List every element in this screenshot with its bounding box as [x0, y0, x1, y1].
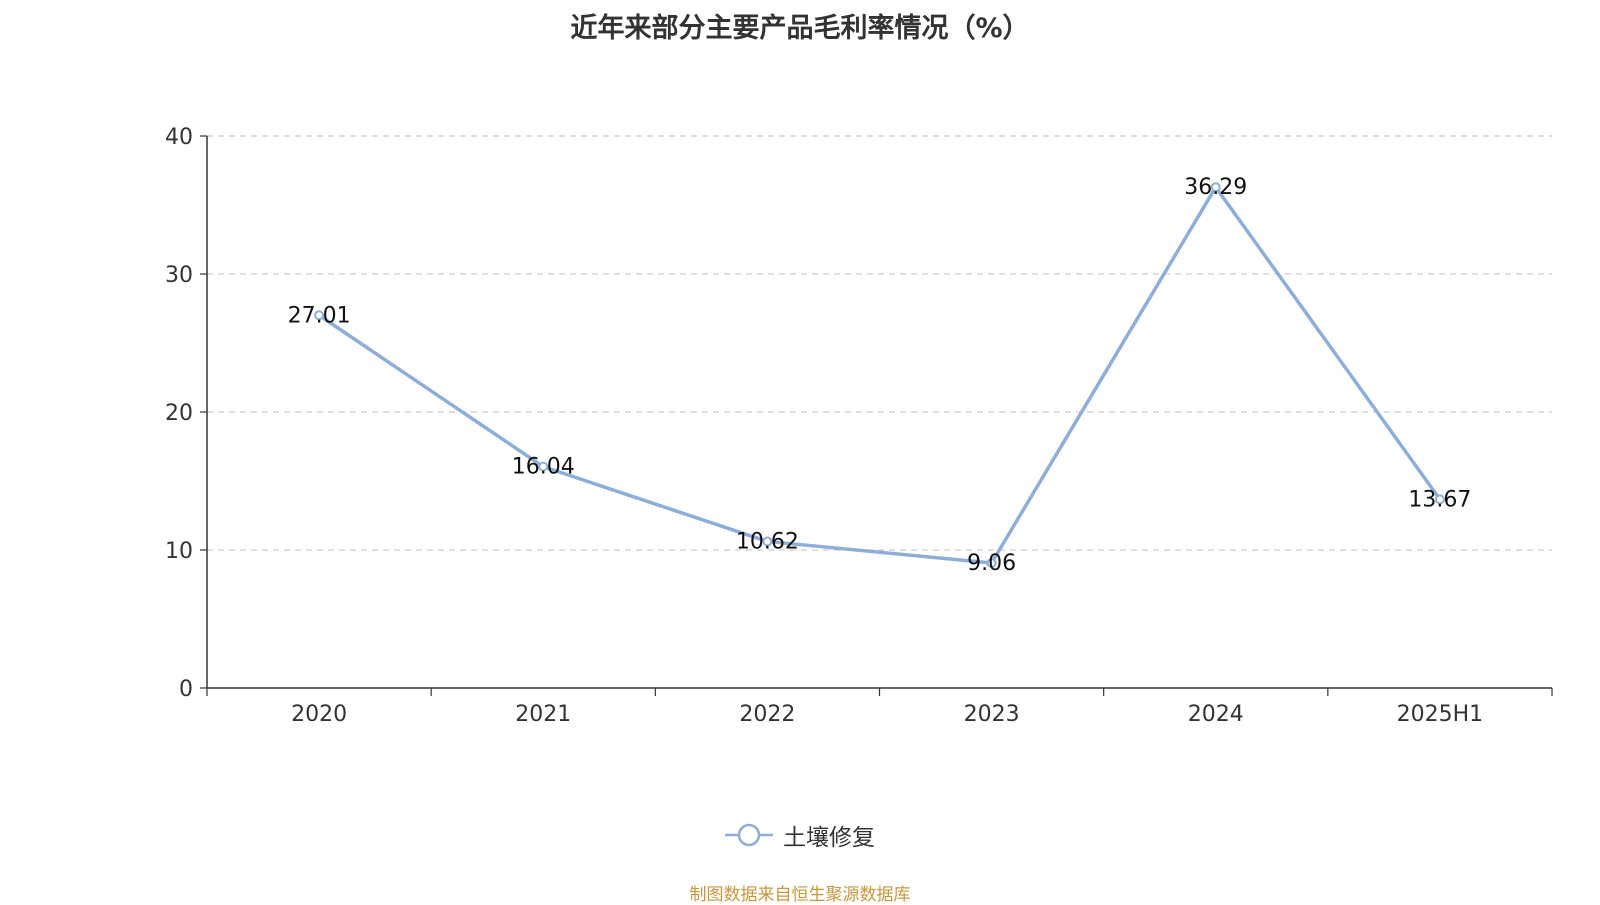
- y-tick-label: 30: [165, 263, 193, 288]
- data-point: [762, 536, 773, 547]
- series-line: [318, 185, 1442, 565]
- data-point: [1210, 182, 1221, 193]
- y-tick-label: 10: [165, 539, 193, 564]
- data-point: [986, 557, 997, 568]
- data-label: 10.62: [736, 529, 799, 554]
- x-tick-label: 2025H1: [1397, 702, 1484, 727]
- data-label: 13.67: [1408, 487, 1471, 512]
- data-label: 27.01: [288, 303, 351, 328]
- data-label: 9.06: [967, 551, 1016, 576]
- data-point: [1434, 494, 1445, 505]
- y-tick-label: 0: [179, 677, 193, 702]
- legend-label: 土壤修复: [783, 825, 875, 851]
- x-tick-label: 2020: [291, 702, 347, 727]
- legend[interactable]: 土壤修复: [0, 818, 1600, 852]
- x-tick-label: 2024: [1188, 702, 1244, 727]
- data-point: [538, 461, 549, 472]
- x-tick-label: 2021: [515, 702, 571, 727]
- chart-title: 近年来部分主要产品毛利率情况（%）: [570, 13, 1030, 44]
- y-tick-label: 20: [165, 401, 193, 426]
- data-point: [314, 310, 325, 321]
- y-tick-label: 40: [165, 125, 193, 150]
- x-tick-label: 2023: [964, 702, 1020, 727]
- data-label: 36.29: [1184, 175, 1247, 200]
- legend-line-circle-icon: [725, 823, 773, 847]
- x-tick-label: 2022: [739, 702, 795, 727]
- data-label: 16.04: [512, 455, 575, 480]
- source-note: 制图数据来自恒生聚源数据库: [689, 885, 911, 905]
